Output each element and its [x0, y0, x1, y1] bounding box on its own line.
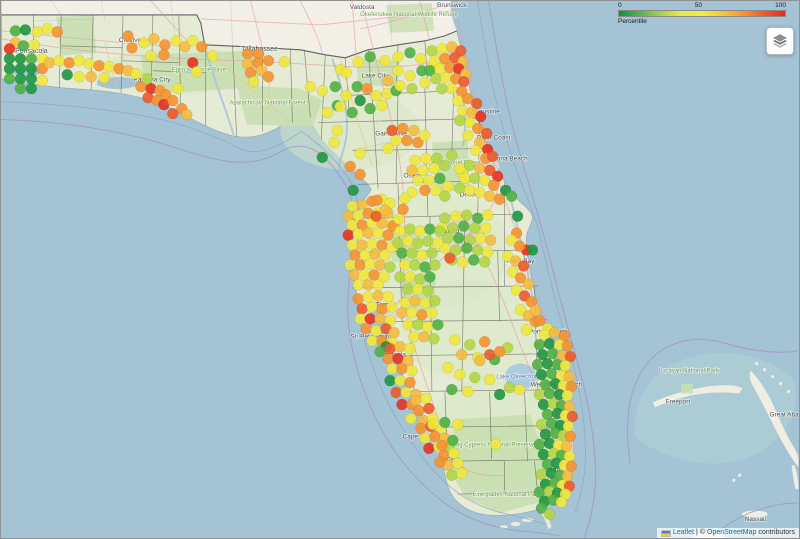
layers-control-button[interactable]	[766, 27, 794, 55]
layers-icon	[773, 34, 787, 48]
svg-text:Everglades National Park: Everglades National Park	[473, 492, 540, 498]
svg-text:Panama City: Panama City	[133, 77, 171, 84]
svg-text:Apalachicola National Forest: Apalachicola National Forest	[230, 101, 306, 107]
svg-text:Okefenokee National Wildlife R: Okefenokee National Wildlife Refuge	[360, 12, 458, 18]
svg-text:Nassau: Nassau	[745, 516, 767, 523]
svg-text:Pensacola: Pensacola	[15, 48, 48, 55]
svg-text:Sarasota: Sarasota	[380, 352, 406, 359]
svg-text:Orlando: Orlando	[434, 228, 459, 235]
attribution-bar: Leaflet | © OpenStreetMap contributors	[656, 528, 799, 538]
svg-text:Freeport: Freeport	[666, 399, 691, 406]
svg-text:Naples: Naples	[439, 455, 459, 462]
ukraine-flag-icon	[660, 529, 671, 537]
svg-text:Brunswick: Brunswick	[437, 2, 467, 9]
contributors-text: contributors	[758, 529, 795, 536]
svg-text:Daytona Beach: Daytona Beach	[483, 155, 528, 162]
svg-text:Crestview: Crestview	[119, 37, 148, 44]
attribution-separator: |	[696, 529, 698, 536]
svg-text:Ocala National Forest: Ocala National Forest	[423, 160, 481, 166]
svg-text:Great Abaco: Great Abaco	[770, 411, 799, 418]
svg-text:Valdosta: Valdosta	[350, 4, 375, 11]
leaflet-link[interactable]: Leaflet	[672, 529, 694, 536]
svg-text:Lake City: Lake City	[362, 73, 390, 80]
svg-text:Lucayan National Park: Lucayan National Park	[659, 369, 719, 375]
svg-text:Palm Coast: Palm Coast	[477, 134, 511, 141]
copyright-symbol: ©	[699, 529, 705, 536]
svg-text:Lake Okeechobee: Lake Okeechobee	[496, 375, 545, 381]
svg-text:Cape Coral: Cape Coral	[403, 433, 436, 440]
osm-link[interactable]: OpenStreetMap	[707, 529, 757, 536]
